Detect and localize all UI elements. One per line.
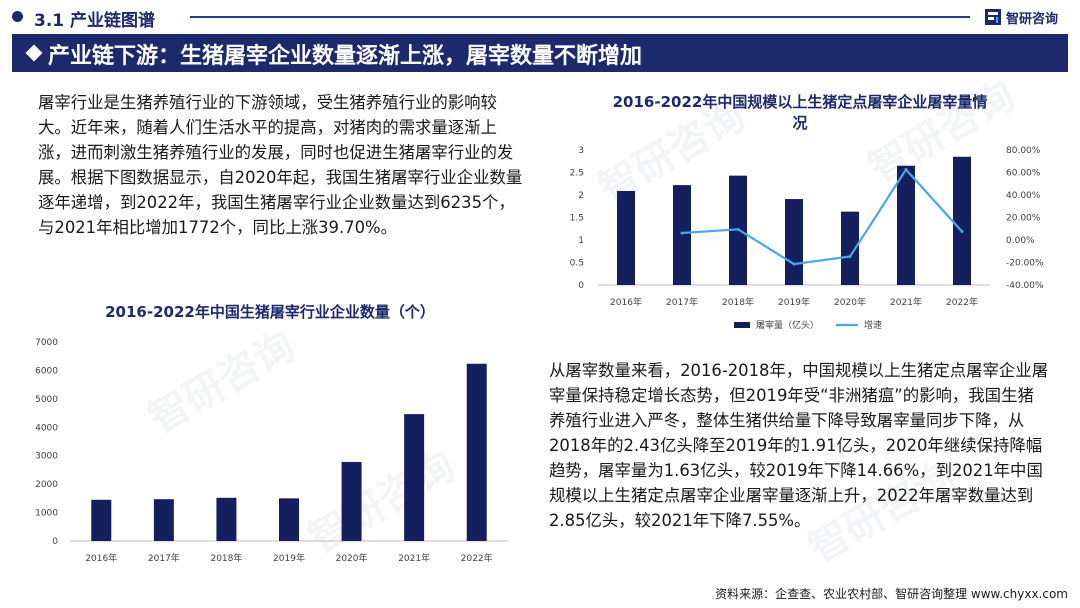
y-left-tick-label: 2 — [578, 191, 584, 201]
enterprise-chart-title: 2016-2022年中国生猪屠宰行业企业数量（个） — [105, 303, 435, 321]
y-tick-label: 5000 — [35, 395, 58, 405]
x-tick-label: 2022年 — [946, 296, 978, 308]
growth-point — [792, 262, 796, 266]
bar — [91, 499, 112, 541]
diamond-icon — [25, 44, 43, 62]
y-left-tick-label: 3 — [578, 146, 584, 156]
y-tick-label: 4000 — [35, 423, 58, 433]
y-left-tick-label: 0 — [578, 281, 584, 291]
y-tick-label: 7000 — [35, 338, 58, 348]
bar — [341, 461, 362, 541]
legend-bar-swatch — [734, 322, 750, 328]
x-tick-label: 2016年 — [610, 296, 642, 308]
bar — [466, 363, 487, 541]
bar — [673, 185, 691, 285]
y-right-tick-label: -40.00% — [1006, 281, 1044, 291]
x-tick-label: 2021年 — [890, 296, 922, 308]
divider — [190, 16, 970, 18]
banner-title: 产业链下游：生猪屠宰企业数量逐渐上涨，屠宰数量不断增加 — [48, 44, 643, 69]
growth-point — [848, 254, 852, 258]
bar — [153, 499, 174, 541]
enterprise-count-chart: 0 1000 2000 3000 4000 5000 6000 7000 2016年 2017年 2… — [35, 338, 508, 564]
x-tick-label: 2018年 — [210, 552, 242, 564]
x-tick-label: 2017年 — [148, 552, 180, 564]
analysis-paragraph: 从屠宰数量来看，2016-2018年，中国规模以上生猪定点屠宰企业屠宰量保持稳定… — [549, 361, 1049, 530]
source-note: 资料来源：企查查、农业农村部、智研咨询整理 www.chyxx.com — [715, 587, 1068, 601]
section-title: 3.1 产业链图谱 — [34, 11, 156, 31]
top-bar: 3.1 产业链图谱 智研咨询 — [0, 0, 1080, 34]
legend-bar-label: 屠宰量（亿头） — [756, 319, 819, 331]
x-tick-label: 2019年 — [778, 296, 810, 308]
logo: 智研咨询 — [984, 5, 1074, 29]
y-right-tick-label: 0.00% — [1006, 236, 1035, 246]
y-left-tick-label: 2.5 — [570, 169, 584, 179]
y-tick-label: 0 — [52, 537, 58, 547]
growth-line — [681, 167, 963, 266]
x-tick-label: 2021年 — [398, 552, 430, 564]
y-left-tick-label: 1.5 — [570, 214, 584, 224]
logo-text: 智研咨询 — [1006, 12, 1059, 27]
bar — [279, 498, 299, 541]
bar — [404, 414, 425, 541]
banner: 产业链下游：生猪屠宰企业数量逐渐上涨，屠宰数量不断增加 — [12, 34, 1068, 72]
section-bullet-icon — [12, 11, 23, 22]
y-left-tick-label: 0.5 — [570, 259, 584, 269]
bar — [216, 497, 237, 541]
y-tick-label: 1000 — [35, 509, 58, 519]
slaughter-chart-title: 2016-2022年中国规模以上生猪定点屠宰企业屠宰量情况 — [612, 93, 988, 132]
x-tick-label: 2016年 — [85, 552, 117, 564]
x-tick-label: 2017年 — [666, 296, 698, 308]
y-right-tick-label: 60.00% — [1006, 169, 1041, 179]
x-tick-label: 2018年 — [722, 296, 754, 308]
bar — [785, 199, 803, 285]
y-right-tick-label: 20.00% — [1006, 214, 1041, 224]
y-tick-label: 6000 — [35, 366, 58, 376]
y-tick-label: 3000 — [35, 452, 58, 462]
legend-line-label: 增速 — [864, 319, 882, 331]
bar — [897, 165, 915, 285]
bar — [617, 190, 635, 285]
y-right-tick-label: 40.00% — [1006, 191, 1041, 201]
growth-point — [736, 227, 740, 231]
y-right-tick-label: 80.00% — [1006, 146, 1041, 156]
growth-point — [960, 230, 964, 234]
x-tick-label: 2020年 — [336, 552, 368, 564]
x-tick-label: 2020年 — [834, 296, 866, 308]
x-tick-label: 2019年 — [273, 552, 305, 564]
intro-paragraph: 屠宰行业是生猪养殖行业的下游领域，受生猪养殖行业的影响较大。近年来，随着人们生活… — [38, 93, 523, 237]
slaughter-volume-chart: 0 0.5 1 1.5 2 2.5 3 -40.00% -20.00% 0.00% 20.00% 40… — [570, 146, 1044, 331]
growth-point — [680, 231, 684, 235]
y-tick-label: 2000 — [35, 480, 58, 490]
bar — [953, 156, 971, 285]
growth-point — [904, 168, 908, 172]
y-left-tick-label: 1 — [578, 236, 584, 246]
x-tick-label: 2022年 — [461, 552, 493, 564]
bar — [841, 211, 859, 285]
logo-icon — [985, 9, 1001, 25]
y-right-tick-label: -20.00% — [1006, 259, 1044, 269]
